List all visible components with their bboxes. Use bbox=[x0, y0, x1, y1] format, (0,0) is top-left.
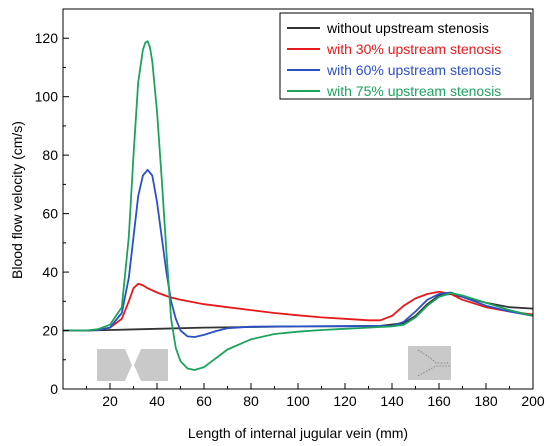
x-tick-label: 200 bbox=[521, 393, 545, 409]
series-line-3 bbox=[63, 40, 534, 371]
legend-box bbox=[279, 12, 532, 100]
x-axis-title: Length of internal jugular vein (mm) bbox=[188, 425, 408, 441]
y-axis: 0 20 40 60 80 100 120 bbox=[35, 30, 69, 397]
x-tick-label: 140 bbox=[380, 393, 404, 409]
y-tick-label: 20 bbox=[42, 323, 58, 339]
legend-label: with 60% upstream stenosis bbox=[326, 62, 501, 78]
stenosis-inset-right-icon bbox=[408, 346, 451, 380]
series-layer bbox=[63, 40, 534, 371]
stenosis-insets bbox=[97, 346, 451, 381]
series-line-2 bbox=[63, 168, 534, 338]
x-tick-label: 60 bbox=[196, 393, 212, 409]
x-tick-label: 100 bbox=[286, 393, 310, 409]
y-tick-label: 80 bbox=[42, 147, 58, 163]
x-tick-label: 80 bbox=[243, 393, 259, 409]
legend-label: with 75% upstream stenosis bbox=[326, 83, 501, 99]
series-line-1 bbox=[63, 282, 534, 332]
y-tick-label: 40 bbox=[42, 264, 58, 280]
y-axis-title: Blood flow velocity (cm/s) bbox=[9, 121, 25, 279]
y-tick-label: 0 bbox=[50, 381, 58, 397]
legend-label: with 30% upstream stenosis bbox=[326, 41, 501, 57]
x-tick-label: 40 bbox=[149, 393, 165, 409]
y-tick-label: 60 bbox=[42, 206, 58, 222]
x-tick-label: 160 bbox=[427, 393, 451, 409]
stenosis-inset-left-icon bbox=[97, 349, 168, 381]
x-tick-label: 180 bbox=[474, 393, 498, 409]
x-tick-label: 120 bbox=[333, 393, 357, 409]
x-tick-label: 20 bbox=[102, 393, 118, 409]
x-axis: 20 40 60 80 100 120 140 160 180 200 bbox=[86, 383, 545, 409]
y-tick-label: 120 bbox=[35, 30, 59, 46]
legend: without upstream stenosis with 30% upstre… bbox=[279, 12, 532, 100]
legend-label: without upstream stenosis bbox=[326, 20, 489, 36]
y-tick-label: 100 bbox=[35, 89, 59, 105]
